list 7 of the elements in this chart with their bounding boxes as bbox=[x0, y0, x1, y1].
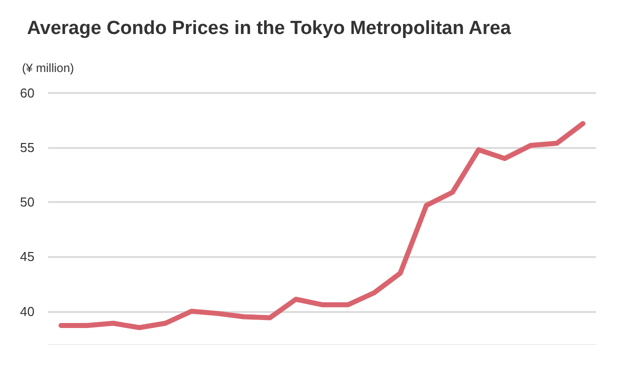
y-axis-title: (¥ million) bbox=[22, 61, 74, 75]
y-tick-label: 60 bbox=[20, 86, 34, 100]
chart-title: Average Condo Prices in the Tokyo Metropolitan Area bbox=[27, 18, 512, 39]
y-tick-label: 40 bbox=[20, 304, 34, 319]
y-tick-label: 45 bbox=[20, 249, 34, 264]
y-tick-label: 55 bbox=[20, 140, 34, 156]
y-tick-label: 50 bbox=[20, 194, 34, 210]
